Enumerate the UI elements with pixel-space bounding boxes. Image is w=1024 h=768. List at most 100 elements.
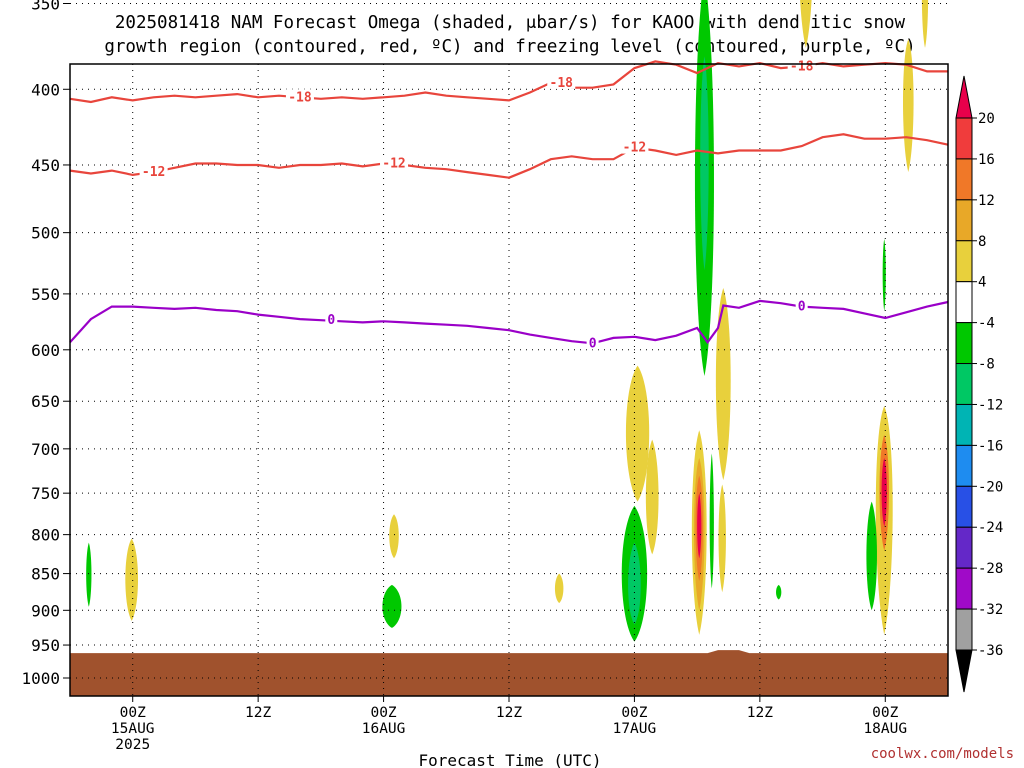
omega-region [625, 365, 650, 502]
colorbar-segment [955, 363, 973, 405]
omega-region [866, 501, 877, 611]
contour--18 [69, 60, 948, 104]
colorbar-segment [955, 526, 973, 569]
y-tick-label: 400 [31, 80, 60, 99]
colorbar-segment [955, 199, 973, 242]
colorbar-segment [955, 322, 973, 365]
x-tick-label: 16AUG [362, 721, 406, 737]
y-tick-label: 550 [31, 285, 60, 304]
contour-label-bg [586, 335, 599, 350]
contour-label: 0 [798, 300, 806, 315]
colorbar-segment [955, 444, 973, 487]
y-tick-label: 600 [31, 341, 60, 360]
contour-label-bg [325, 312, 338, 327]
contour-label: -12 [623, 141, 646, 156]
colorbar-bottom-triangle [955, 649, 973, 693]
y-tick-label: 900 [31, 601, 60, 620]
x-tick-label: 12Z [496, 705, 522, 721]
colorbar-label: 12 [978, 193, 995, 209]
x-tick-label: 18AUG [863, 721, 907, 737]
x-tick-label: 17AUG [613, 721, 657, 737]
x-axis-label: Forecast Time (UTC) [418, 751, 601, 768]
colorbar-label: -12 [978, 397, 1003, 413]
contour-label-bg [547, 74, 576, 89]
colorbar-label: 20 [978, 111, 995, 127]
colorbar-label: 4 [978, 275, 986, 291]
contour-label: -12 [142, 165, 165, 180]
colorbar-label: -4 [978, 316, 995, 332]
omega-region [902, 39, 914, 173]
y-tick-label: 650 [31, 392, 60, 411]
y-tick-label: 350 [31, 0, 60, 13]
omega-region [718, 484, 726, 593]
omega-region [125, 538, 139, 621]
x-tick-label: 00Z [120, 705, 146, 721]
colorbar-top-triangle [955, 75, 973, 119]
y-tick-label: 500 [31, 224, 60, 243]
colorbar-label: -8 [978, 357, 995, 373]
contour-label: -18 [790, 59, 814, 74]
colorbar-label: -20 [978, 479, 1003, 495]
colorbar-segment [955, 240, 973, 283]
x-tick-label: 2025 [115, 737, 150, 753]
colorbar: 20 16 12 8 4 -4 -8 -12 -16 -20 -24 -28 -32 -36 [955, 75, 1003, 693]
contour-lines: -18 -18 -18 -12 -12 -12 0 0 0 [69, 58, 949, 351]
contour-0 [69, 299, 949, 345]
omega-region [700, 56, 709, 271]
plot-frame [69, 63, 949, 697]
y-tick-label: 850 [31, 565, 60, 584]
omega-shading [86, 0, 929, 642]
colorbar-segment [955, 403, 973, 446]
colorbar-label: 16 [978, 152, 995, 168]
contour-label-bg [139, 164, 168, 179]
contour--12 [69, 133, 949, 179]
omega-region [382, 584, 402, 628]
colorbar-segment [955, 485, 973, 528]
omega-region [921, 0, 929, 48]
contour-label: -18 [288, 90, 312, 105]
omega-region [881, 457, 887, 527]
y-tick-label: 800 [31, 526, 60, 545]
contour-label-bg [787, 58, 816, 73]
colorbar-segment [955, 567, 973, 610]
contour-label: -12 [382, 157, 405, 172]
y-axis: 2503003504004505005506006507007508008509… [21, 0, 70, 688]
contour-label-bg [380, 155, 409, 170]
credit-text: coolwx.com/models [871, 746, 1014, 762]
omega-region [697, 493, 702, 559]
x-tick-label: 00Z [621, 705, 647, 721]
colorbar-label: -28 [978, 561, 1003, 577]
omega-region [882, 239, 886, 312]
x-tick-label: 15AUG [111, 721, 155, 737]
chart-title-line1: 2025081418 NAM Forecast Omega (shaded, μ… [115, 13, 906, 33]
contour-label: -18 [550, 76, 574, 91]
colorbar-segment [955, 117, 973, 160]
x-tick-label: 12Z [747, 705, 773, 721]
contour-label-bg [620, 139, 649, 154]
omega-region [389, 514, 399, 559]
colorbar-label: 8 [978, 234, 986, 250]
contour-label-bg [285, 89, 314, 104]
x-tick-label: 00Z [872, 705, 898, 721]
colorbar-segment [955, 158, 973, 201]
omega-region [645, 439, 659, 555]
y-tick-label: 950 [31, 636, 60, 655]
x-tick-label: 12Z [245, 705, 271, 721]
omega-region [776, 584, 782, 600]
omega-region [628, 542, 641, 625]
colorbar-label: -16 [978, 438, 1003, 454]
colorbar-label: -36 [978, 643, 1003, 659]
grid-lines [70, 2, 948, 696]
omega-region [715, 288, 731, 481]
colorbar-label: -32 [978, 602, 1003, 618]
colorbar-segment [955, 281, 973, 324]
y-tick-label: 750 [31, 484, 60, 503]
colorbar-label: -24 [978, 520, 1003, 536]
chart-title-line2: growth region (contoured, red, ºC) and f… [104, 37, 915, 57]
x-tick-label: 00Z [370, 705, 396, 721]
omega-region [554, 573, 564, 604]
ground-fill [70, 650, 948, 696]
y-tick-label: 450 [31, 156, 60, 175]
